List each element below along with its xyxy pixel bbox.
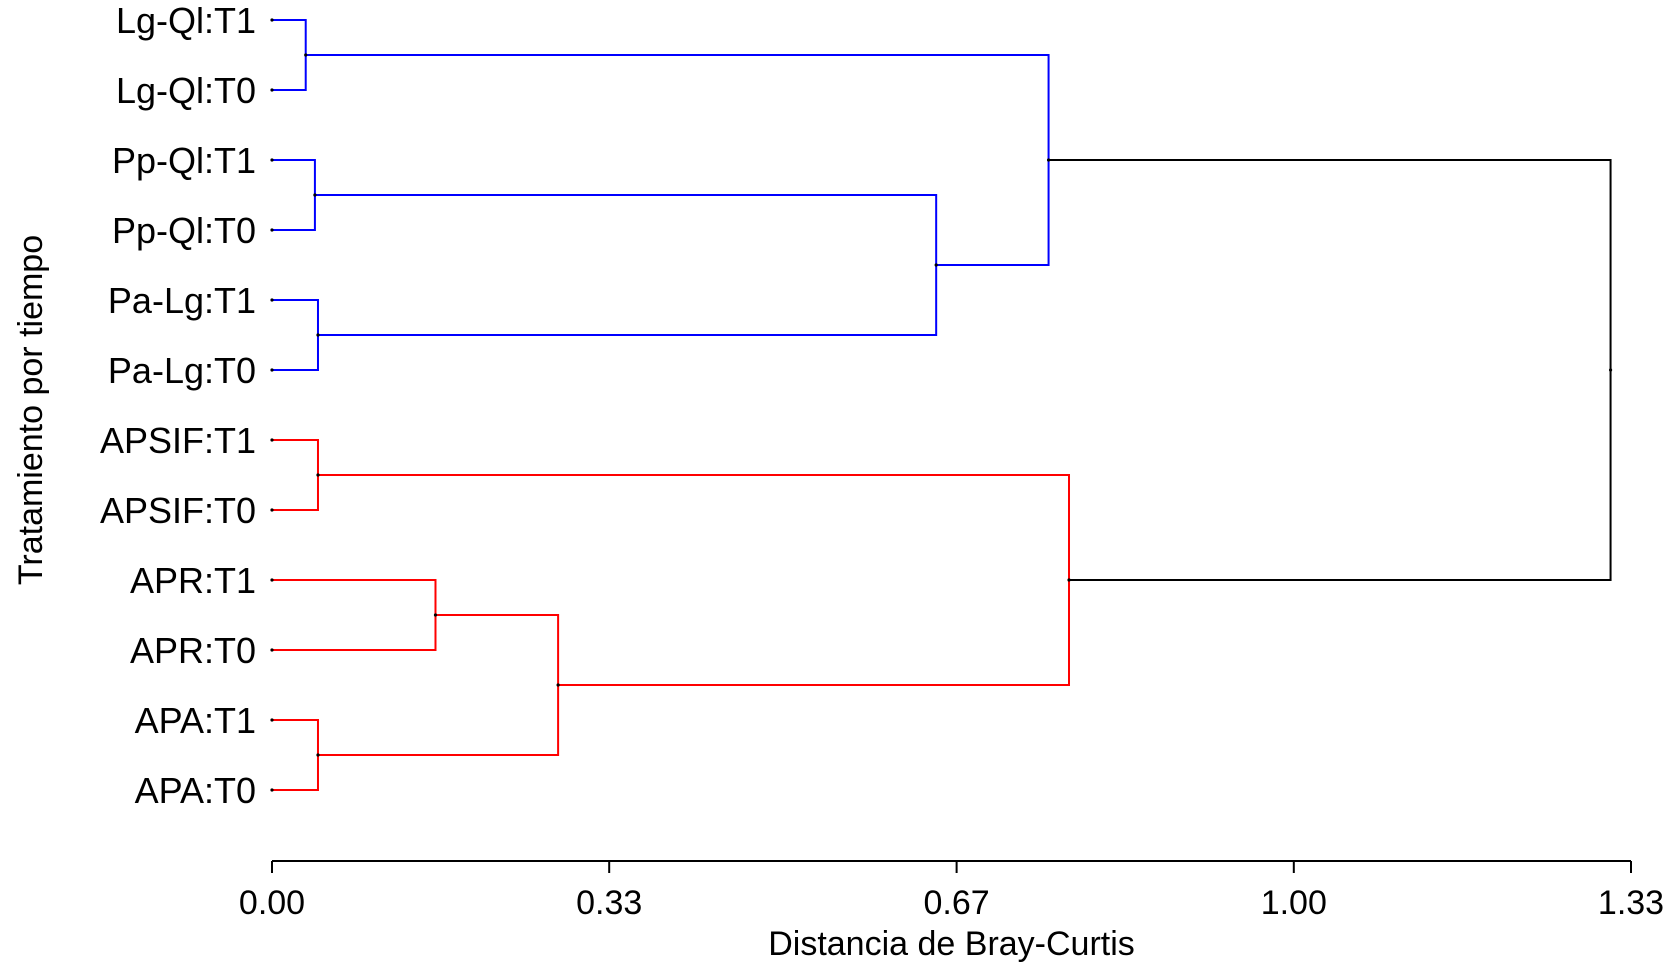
x-tick-label: 0.33: [576, 884, 642, 922]
leaf-point: [270, 648, 274, 652]
leaf-label: Pp-Ql:T1: [112, 140, 256, 181]
leaf-label: Pa-Lg:T1: [108, 280, 256, 321]
dendrogram-links: [272, 19, 1612, 791]
dendrogram-link-m11: [1048, 159, 1612, 581]
dendrogram-link-m6: [272, 439, 319, 511]
leaf-label: APA:T0: [135, 770, 256, 811]
leaf-label: Lg-Ql:T0: [116, 70, 256, 111]
x-tick-label: 1.33: [1598, 884, 1664, 922]
leaf-label: Lg-Ql:T1: [116, 0, 256, 41]
leaf-point: [270, 438, 274, 442]
x-axis: 0.00 0.33 0.67 1.00 1.33: [239, 860, 1664, 922]
leaf-point: [270, 88, 274, 92]
leaf-label: APA:T1: [135, 700, 256, 741]
leaf-labels: Lg-Ql:T1 Lg-Ql:T0 Pp-Ql:T1 Pp-Ql:T0 Pa-Lg:T1…: [100, 0, 256, 811]
merge-node-m6: [316, 473, 320, 477]
dendrogram-link-m4: [314, 194, 938, 336]
merge-node-m5: [1046, 158, 1051, 162]
leaf-point: [270, 158, 274, 162]
merge-node-m9: [556, 683, 560, 687]
merge-node-m1: [304, 53, 308, 57]
leaf-point: [270, 578, 274, 582]
leaf-label: APR:T0: [130, 630, 256, 671]
leaf-label: Pp-Ql:T0: [112, 210, 256, 251]
merge-node-m3: [316, 333, 320, 337]
dendrogram-link-m2: [272, 159, 316, 231]
leaf-point: [270, 228, 274, 232]
merge-node-m11: [1608, 368, 1613, 372]
leaf-point: [270, 718, 274, 722]
leaf-point: [270, 788, 274, 792]
x-axis-title: Distancia de Bray-Curtis: [768, 925, 1135, 963]
dendrogram-link-m8: [272, 719, 319, 791]
merge-node-m10: [1067, 578, 1071, 582]
leaf-label: APSIF:T0: [100, 490, 256, 531]
y-axis-title: Tratamiento por tiempo: [12, 235, 50, 585]
leaf-label: APSIF:T1: [100, 420, 256, 461]
dendrogram-link-m1: [272, 19, 307, 91]
dendrogram-link-m3: [272, 299, 319, 371]
leaf-point: [270, 368, 274, 372]
leaf-point: [270, 508, 274, 512]
dendrogram-link-m9: [317, 614, 560, 756]
merge-node-m8: [316, 753, 320, 757]
leaf-label: Pa-Lg:T0: [108, 350, 256, 391]
x-tick-label: 0.00: [239, 884, 305, 922]
merge-node-m7: [433, 613, 438, 617]
x-tick-label: 1.00: [1261, 884, 1327, 922]
leaf-point: [270, 18, 274, 22]
leaf-point: [270, 298, 274, 302]
dendrogram-link-m7: [272, 579, 437, 651]
merge-node-m4: [934, 263, 938, 267]
leaf-label: APR:T1: [130, 560, 256, 601]
merge-node-m2: [313, 193, 317, 197]
x-tick-label: 0.67: [924, 884, 990, 922]
merge-nodes: [270, 18, 1613, 792]
